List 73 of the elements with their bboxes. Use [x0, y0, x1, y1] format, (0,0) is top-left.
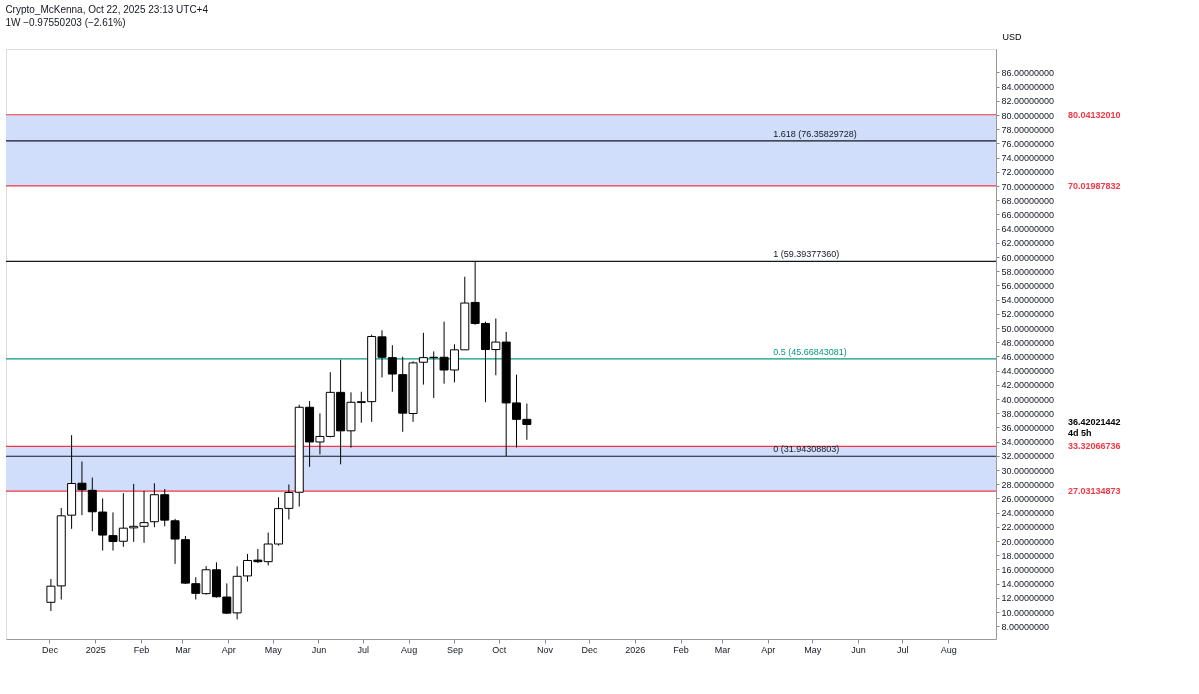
x-tick-label: Jun: [851, 644, 866, 655]
y-tick-label: 44.00000000: [1001, 366, 1055, 377]
x-tick-label: Sep: [446, 644, 463, 655]
ref-line-label: 0.5 (45.66843081): [773, 346, 847, 357]
x-tick-label: Jul: [897, 644, 909, 655]
y-tick-label: 42.00000000: [1001, 380, 1055, 391]
y-tick-label: 30.00000000: [1001, 465, 1055, 476]
x-tick-label: Aug: [401, 644, 418, 655]
y-tick-label: 50.00000000: [1001, 323, 1055, 334]
y-tick-label: 84.00000000: [1001, 82, 1055, 93]
y-tick-label: 46.00000000: [1001, 351, 1055, 362]
y-tick-label: 18.00000000: [1001, 550, 1055, 561]
y-tick-label: 78.00000000: [1001, 124, 1055, 135]
y-tick-label: 38.00000000: [1001, 408, 1055, 419]
ref-line-label: 1 (59.39377360): [773, 249, 840, 260]
y-tick-label: 80.00000000: [1001, 110, 1055, 121]
x-tick-label: 2025: [85, 644, 106, 655]
y-tick-label: 10.00000000: [1001, 607, 1055, 618]
x-tick-label: Dec: [581, 644, 598, 655]
x-tick-label: Apr: [761, 644, 776, 655]
y-tick-label: 52.00000000: [1001, 309, 1055, 320]
y-tick-label: 66.00000000: [1001, 209, 1055, 220]
y-tick-label: 34.00000000: [1001, 437, 1055, 448]
y-tick-label: 36.00000000: [1001, 422, 1055, 433]
x-tick-label: Mar: [175, 644, 191, 655]
y-tick-label: 64.00000000: [1001, 224, 1055, 235]
x-tick-label: Aug: [940, 644, 957, 655]
y-tick-label: 48.00000000: [1001, 337, 1055, 348]
ref-line-label: 80.04132010: [1068, 109, 1121, 120]
x-tick-label: 2026: [625, 644, 646, 655]
x-tick-label: Jun: [311, 644, 327, 655]
y-tick-label: 14.00000000: [1001, 579, 1055, 590]
y-tick-label: 86.00000000: [1001, 67, 1055, 78]
y-tick-label: 16.00000000: [1001, 564, 1055, 575]
y-tick-label: 62.00000000: [1001, 238, 1055, 249]
y-tick-label: 8.00000000: [1001, 621, 1050, 632]
x-tick-label: Oct: [492, 644, 507, 655]
x-tick-label: Mar: [714, 644, 731, 655]
y-tick-label: 20.00000000: [1001, 536, 1055, 547]
y-tick-label: 82.00000000: [1001, 96, 1055, 107]
y-tick-label: 76.00000000: [1001, 138, 1055, 149]
x-tick-label: Nov: [537, 644, 554, 655]
y-tick-label: 74.00000000: [1001, 153, 1055, 164]
x-tick-label: Jul: [357, 644, 370, 655]
x-tick-label: Feb: [673, 644, 689, 655]
y-tick-label: 56.00000000: [1001, 280, 1055, 291]
y-tick-label: 54.00000000: [1001, 295, 1055, 306]
y-tick-label: 58.00000000: [1001, 266, 1055, 277]
y-tick-label: 40.00000000: [1001, 394, 1055, 405]
y-tick-label: 26.00000000: [1001, 493, 1055, 504]
x-tick-label: Apr: [221, 644, 236, 655]
y-tick-label: 24.00000000: [1001, 508, 1055, 519]
x-tick-label: May: [264, 644, 283, 655]
ref-line-label: 70.01987832: [1068, 180, 1121, 191]
y-axis-title: USD: [1002, 31, 1022, 42]
chart-subtitle: 1W −0.97550203 (−2.61%): [5, 17, 126, 28]
x-tick-label: May: [804, 644, 822, 655]
y-tick-label: 32.00000000: [1001, 451, 1055, 462]
y-tick-label: 70.00000000: [1001, 181, 1055, 192]
ref-line-label: 27.03134873: [1068, 486, 1121, 497]
ref-line-label: 33.32066736: [1068, 441, 1121, 452]
chart-title: Crypto_McKenna, Oct 22, 2025 23:13 UTC+4: [5, 4, 209, 15]
y-tick-label: 12.00000000: [1001, 593, 1055, 604]
y-tick-label: 28.00000000: [1001, 479, 1055, 490]
ref-line-label: 1.618 (76.35829728): [773, 128, 857, 139]
y-tick-label: 22.00000000: [1001, 522, 1055, 533]
y-tick-label: 60.00000000: [1001, 252, 1055, 263]
y-tick-label: 72.00000000: [1001, 167, 1055, 178]
y-tick-label: 68.00000000: [1001, 195, 1055, 206]
x-tick-label: Dec: [41, 644, 59, 655]
text: 36.42021442 4d 5h: [1068, 417, 1121, 439]
ref-line-label: 0 (31.94308803): [773, 444, 840, 455]
x-tick-label: Feb: [133, 644, 150, 655]
